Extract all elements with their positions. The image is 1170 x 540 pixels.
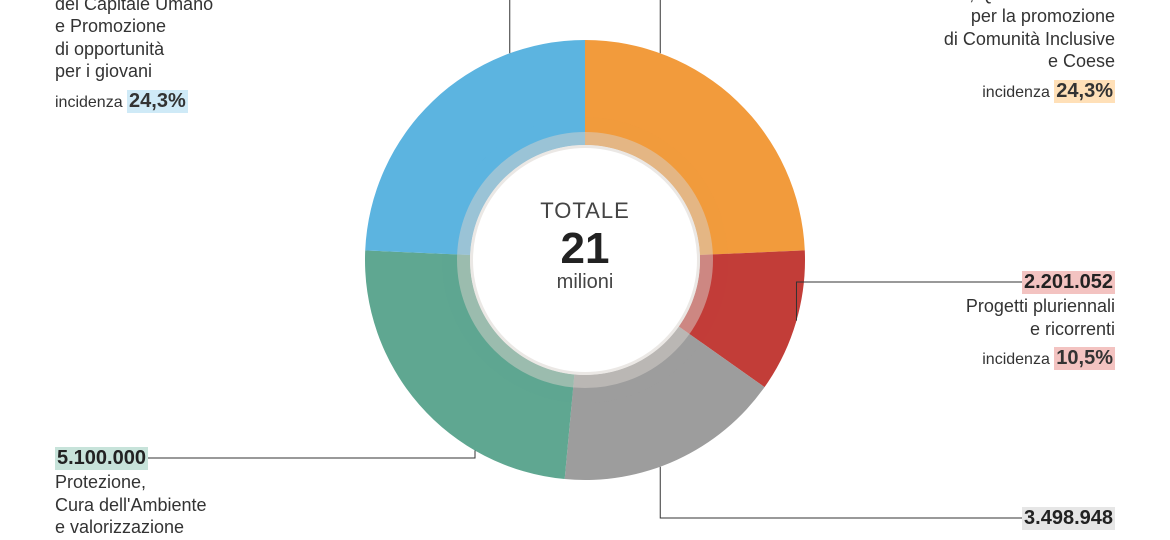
annotation-line: per i giovani <box>55 60 355 83</box>
annotation-line: per la promozione <box>755 5 1115 28</box>
center-totale: TOTALE <box>485 198 685 224</box>
annotation-line: Cura dell'Ambiente <box>55 494 375 517</box>
annotation-line: e valorizzazione <box>55 516 375 539</box>
annotation-value: 5.100.000 <box>55 447 148 470</box>
annotation-line: Protezione, <box>55 471 375 494</box>
annotation-line: Progetti pluriennali <box>815 295 1115 318</box>
annotation-value: 2.201.052 <box>1022 271 1115 294</box>
annotation-incidenza: incidenza 10,5% <box>815 346 1115 371</box>
annotation-protezione_ambiente: 5.100.000Protezione,Cura dell'Ambientee … <box>55 446 375 539</box>
annotation-line: e Promozione <box>55 15 355 38</box>
donut-center-label: TOTALE 21 milioni <box>485 198 685 292</box>
annotation-incidenza: incidenza 24,3% <box>755 79 1115 104</box>
annotation-value: 3.498.948 <box>1022 507 1115 530</box>
center-unit: milioni <box>485 272 685 292</box>
chart-stage: TOTALE 21 milioni Innovazione SocialeBen… <box>0 0 1170 540</box>
annotation-line: di opportunità <box>55 38 355 61</box>
annotation-capitale_umano: Valorizzazionedel Capitale Umanoe Promoz… <box>55 0 355 114</box>
annotation-innovazione_sociale: Innovazione SocialeBen-essere, Qualità d… <box>755 0 1115 104</box>
annotation-progetto_3498: 3.498.948 <box>815 506 1115 531</box>
annotation-line: del Capitale Umano <box>55 0 355 15</box>
annotation-progetti_pluriennali: 2.201.052Progetti pluriennalie ricorrent… <box>815 270 1115 371</box>
annotation-incidenza: incidenza 24,3% <box>55 89 355 114</box>
annotation-line: e ricorrenti <box>815 318 1115 341</box>
annotation-line: e Coese <box>755 50 1115 73</box>
center-amount: 21 <box>485 226 685 272</box>
annotation-line: di Comunità Inclusive <box>755 28 1115 51</box>
